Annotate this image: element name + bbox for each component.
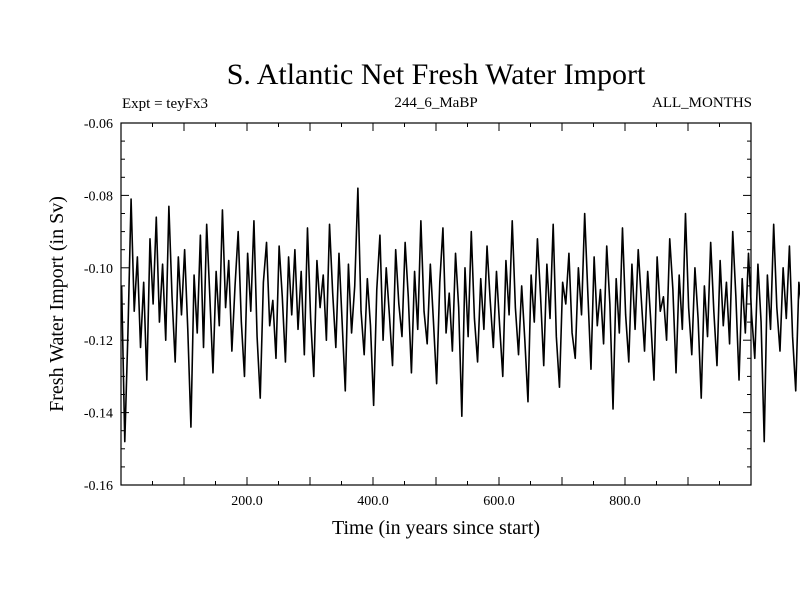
ticks-layer: 200.0 400.0 600.0 800.0 -0.06 -0.08 -0.10 -0.12… (84, 117, 751, 509)
x-axis-label: Time (in years since start) (332, 517, 540, 539)
time-period-label: 244_6_MaBP (394, 95, 477, 111)
y-tick-label: -0.14 (84, 407, 113, 422)
x-tick-label: 800.0 (609, 494, 641, 509)
x-tick-label: 400.0 (357, 494, 389, 509)
x-tick-label: 600.0 (483, 494, 515, 509)
y-axis-label: Fresh Water Import (in Sv) (46, 196, 68, 412)
y-tick-label: -0.06 (84, 117, 113, 132)
y-tick-label: -0.12 (84, 334, 113, 349)
y-tick-label: -0.16 (84, 479, 113, 494)
y-tick-label: -0.08 (84, 189, 113, 204)
experiment-label: Expt = teyFx3 (122, 96, 208, 112)
y-tick-label: -0.10 (84, 262, 113, 277)
series-layer (120, 187, 800, 443)
x-tick-label: 200.0 (231, 494, 263, 509)
chart-title: S. Atlantic Net Fresh Water Import (227, 58, 646, 91)
series-line-0 (120, 187, 800, 443)
months-label: ALL_MONTHS (652, 95, 752, 111)
